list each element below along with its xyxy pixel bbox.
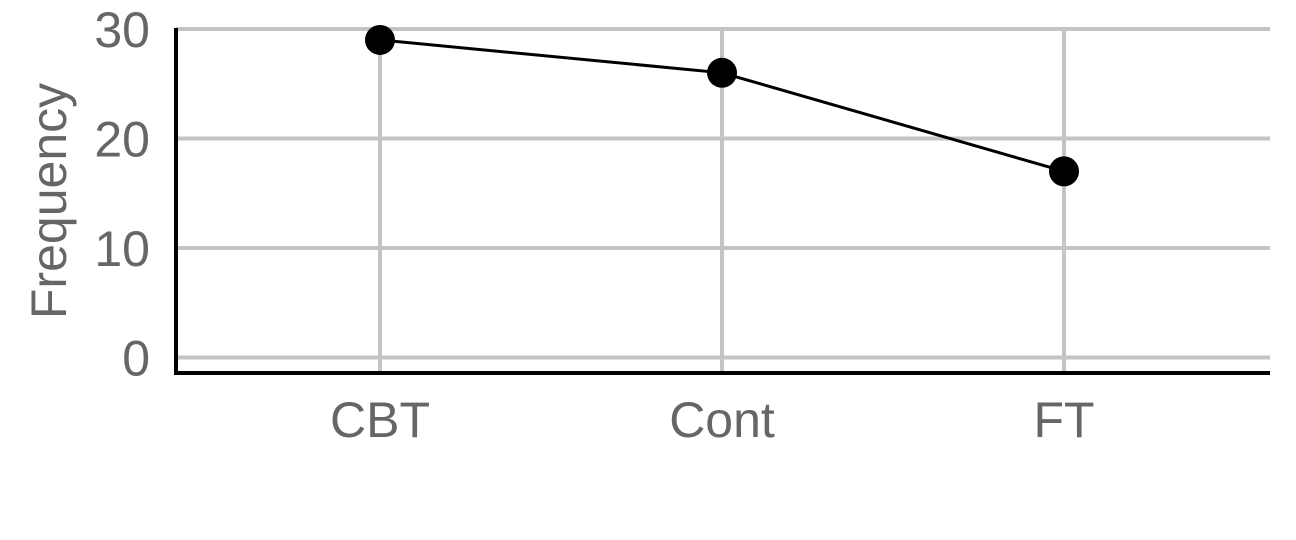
data-point-CBT — [365, 24, 395, 55]
x-tick-label: CBT — [330, 392, 430, 448]
y-tick-labels: 0 10 20 30 — [94, 2, 150, 387]
x-tick-label: Cont — [669, 392, 775, 448]
y-axis-title: Frequency — [21, 83, 77, 319]
y-tick-label: 0 — [122, 331, 150, 387]
data-series — [365, 24, 1079, 187]
axes — [174, 28, 1270, 375]
x-tick-labels: CBT Cont FT — [330, 392, 1095, 448]
data-point-Cont — [707, 57, 737, 88]
x-tick-label: FT — [1033, 392, 1094, 448]
y-tick-label: 30 — [94, 2, 150, 58]
y-tick-label: 20 — [94, 112, 150, 168]
data-point-FT — [1049, 156, 1079, 187]
y-tick-label: 10 — [94, 221, 150, 277]
